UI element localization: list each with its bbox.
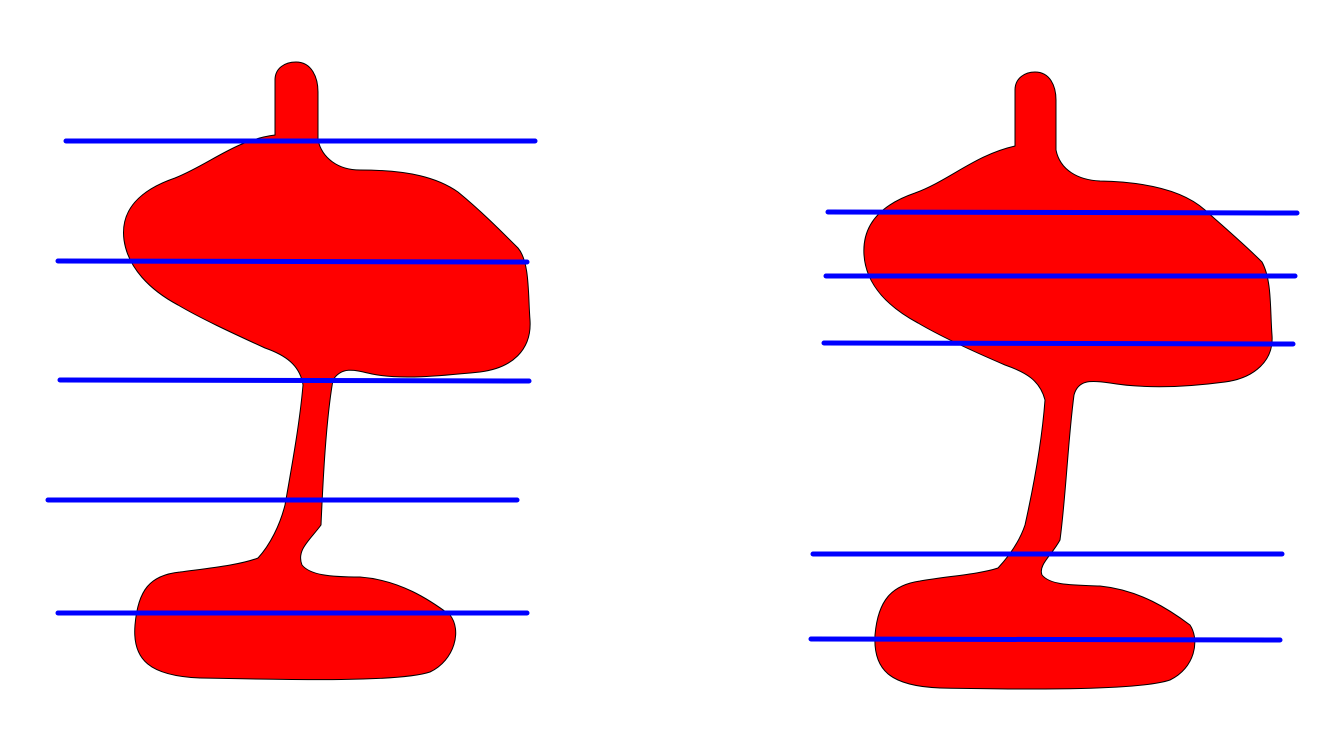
left-line-2 (55, 258, 530, 265)
right-line-1 (825, 209, 1300, 216)
right-line-5 (808, 636, 1283, 643)
left-line-3 (57, 377, 532, 384)
left-blob-shape (123, 61, 531, 681)
right-horizontal-lines (808, 209, 1300, 643)
right-line-3 (821, 340, 1296, 347)
right-figure (808, 71, 1300, 690)
left-figure (45, 61, 538, 681)
right-blob-shape (863, 71, 1273, 690)
left-horizontal-lines (45, 138, 538, 616)
